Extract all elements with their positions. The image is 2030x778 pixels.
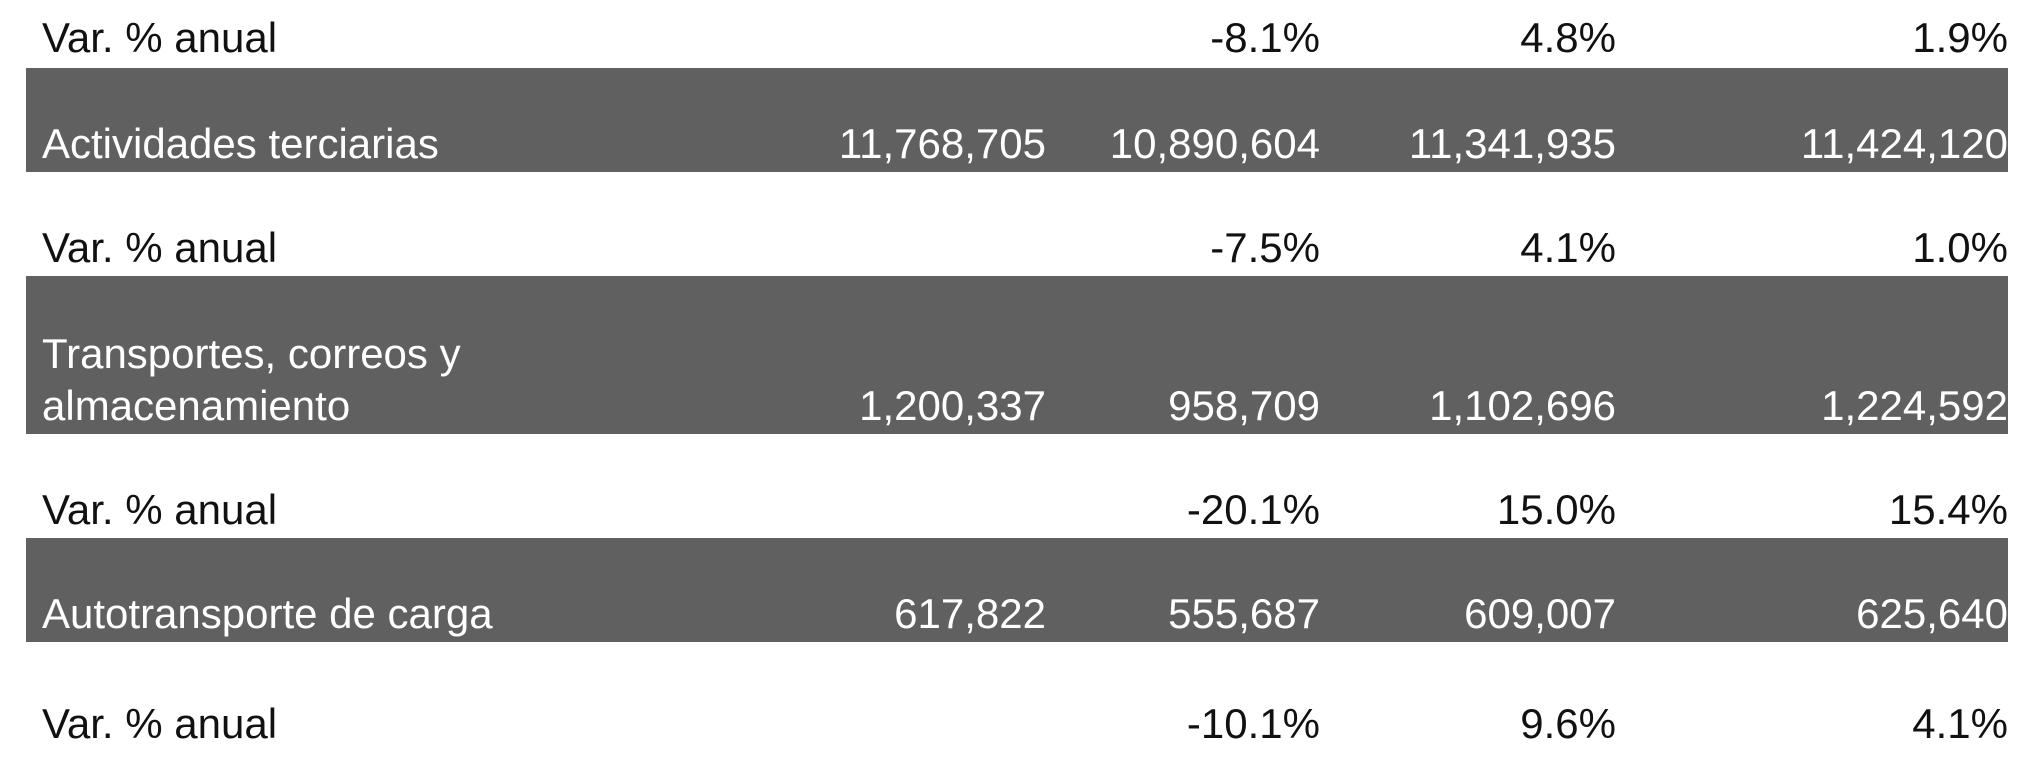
- value-cell-col-4: 11,424,120: [1800, 120, 2008, 167]
- value-cell-col-1: 11,768,705: [838, 120, 1046, 167]
- row-label: Var. % anual: [42, 14, 278, 61]
- table-row-category: Autotransporte de carga 617,822 555,687 609…: [26, 538, 2008, 642]
- row-label: Var. % anual: [42, 486, 278, 533]
- value-cell-col-4: 4.1%: [1912, 700, 2008, 747]
- value-cell-col-4: 1.0%: [1912, 224, 2008, 271]
- value-cell-col-2: -10.1%: [1186, 700, 1320, 747]
- table-row-category: Actividades terciarias 11,768,705 10,890,6…: [26, 68, 2008, 172]
- value-cell-col-4: 625,640: [1856, 590, 2008, 637]
- data-table: Var. % anual -8.1% 4.8% 1.9% Actividades ter…: [26, 0, 2008, 772]
- value-cell-col-2: -7.5%: [1210, 224, 1320, 271]
- table-row-variation: Var. % anual -10.1% 9.6% 4.1%: [26, 642, 2008, 772]
- value-cell-col-4: 1.9%: [1912, 14, 2008, 61]
- row-label: Autotransporte de carga: [42, 590, 493, 637]
- table-row-variation: Var. % anual -7.5% 4.1% 1.0%: [26, 172, 2008, 276]
- row-label: Transportes, correos y almacenamiento: [42, 330, 461, 429]
- value-cell-col-3: 4.1%: [1520, 224, 1616, 271]
- value-cell-col-4: 1,224,592: [1821, 382, 2008, 429]
- value-cell-col-3: 15.0%: [1496, 486, 1616, 533]
- value-cell-col-4: 15.4%: [1888, 486, 2008, 533]
- row-label: Var. % anual: [42, 700, 278, 747]
- value-cell-col-3: 9.6%: [1520, 700, 1616, 747]
- value-cell-col-1: 617,822: [894, 590, 1046, 637]
- value-cell-col-2: 555,687: [1168, 590, 1320, 637]
- value-cell-col-3: 11,341,935: [1408, 120, 1616, 167]
- row-label: Var. % anual: [42, 224, 278, 271]
- value-cell-col-3: 4.8%: [1520, 14, 1616, 61]
- value-cell-col-3: 609,007: [1464, 590, 1616, 637]
- value-cell-col-1: 1,200,337: [859, 382, 1046, 429]
- value-cell-col-2: -20.1%: [1186, 486, 1320, 533]
- row-label: Actividades terciarias: [42, 120, 439, 167]
- value-cell-col-2: 10,890,604: [1109, 120, 1320, 167]
- table-row-variation: Var. % anual -8.1% 4.8% 1.9%: [26, 0, 2008, 68]
- table-row-variation: Var. % anual -20.1% 15.0% 15.4%: [26, 434, 2008, 538]
- table-row-category: Transportes, correos y almacenamiento 1,2…: [26, 276, 2008, 434]
- value-cell-col-2: 958,709: [1168, 382, 1320, 429]
- value-cell-col-3: 1,102,696: [1429, 382, 1616, 429]
- value-cell-col-2: -8.1%: [1210, 14, 1320, 61]
